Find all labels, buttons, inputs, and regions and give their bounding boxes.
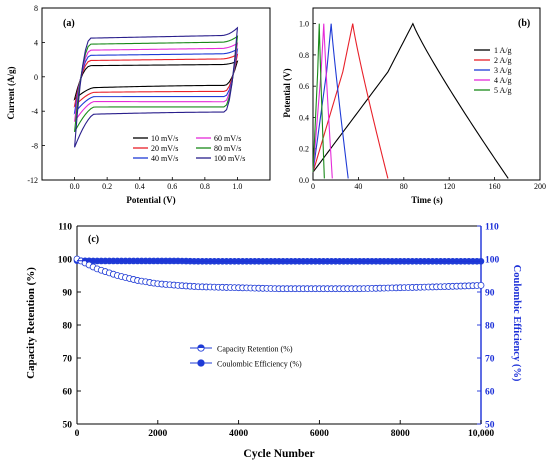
panel-c-xtick-label: 6000 [310,429,329,439]
panel-c-ytick-label-left: 50 [63,421,73,431]
panel-c-label: (c) [88,234,99,245]
panel-c-ytick-label-right: 50 [485,421,495,431]
panel-a-ytick-label: -12 [27,176,38,185]
panel-a-xtick-label: 0.8 [200,182,210,191]
panel-a-series-line [73,53,239,108]
panel-a-xtick-label: 1.0 [232,182,242,191]
panel-a-ytick-label: 4 [34,38,38,47]
panel-a-series-line [73,48,239,115]
panel-b-legend-label: 2 A/g [494,56,512,65]
panel-c-ytick-label-left: 60 [63,388,73,398]
panel-b-xtick-label: 200 [534,182,546,191]
panel-b-series-line [312,23,349,179]
panel-a-legend-label: 100 mV/s [214,154,245,163]
panel-b-ytick-label: 0.6 [299,82,309,91]
panel-c-legend-ce-label: Coulombic Efficiency (%) [217,360,302,369]
panel-a-series-line [74,35,239,133]
panel-c-ytick-label-left: 70 [63,355,73,365]
panel-c-ylabel: Capacity Retention (%) [25,267,37,379]
panel-b-legend-label: 5 A/g [494,86,512,95]
panel-b-legend-label: 4 A/g [494,76,512,85]
panel-c-xtick-label: 10,000 [468,429,494,439]
panel-b-legend-label: 1 A/g [494,46,512,55]
panel-c-legend-cap-label: Capacity Retention (%) [217,345,293,354]
panel-a-xtick-label: 0.4 [135,182,145,191]
panel-b-xlabel: Time (s) [411,195,443,205]
panel-b-ytick-label: 0.8 [299,51,309,60]
panel-a-series-line [74,26,239,148]
panel-b-ylabel: Potential (V) [282,68,292,117]
panel-b-series-line [312,23,325,179]
panel-b-ytick-label: 1.0 [299,20,309,29]
panel-b-xtick-label: 120 [443,182,455,191]
panel-b-axes-frame [312,7,541,181]
panel-a-series-line [73,60,239,101]
panel-c-ytick-label-left: 110 [58,223,72,233]
panel-c-legend-ce-marker [197,359,205,367]
panel-c-ylabel-right: Coulombic Efficiency (%) [511,265,522,382]
panel-a-legend-label: 80 mV/s [214,144,241,153]
panel-c-ytick-label-left: 90 [63,289,73,299]
panel-b-label: (b) [518,18,530,29]
panel-c-ce-line [76,260,481,262]
panel-b-gcd-chart: (b) Time (s) Potential (V) 0 40 80 120 160 20… [282,7,546,205]
panel-a-legend-label: 20 mV/s [151,144,178,153]
panel-a-cv-chart: (a) Potential (V) Current (A/g) 0.0 0.2 0.… [6,4,271,205]
panel-a-xtick-label: 0.0 [70,182,80,191]
panel-b-ytick-label: 0.4 [299,113,309,122]
panel-a-ytick-label: -4 [31,107,38,116]
panel-c-xlabel: Cycle Number [243,448,314,460]
panel-c-xtick-label: 4000 [229,429,248,439]
panel-c-cycling-chart: (c) Cycle Number Capacity Retention (%) … [25,223,522,461]
panel-b-series-line [312,23,333,179]
panel-b-ytick-label: 0.2 [299,145,309,154]
panel-a-axes-frame [41,7,271,181]
panel-a-ytick-label: 0 [34,73,38,82]
panel-c-xtick-label: 0 [75,429,80,439]
panel-b-xtick-label: 160 [489,182,501,191]
panel-a-ylabel: Current (A/g) [6,66,16,119]
panel-b-xtick-label: 80 [400,182,408,191]
panel-c-legend-cap-marker-half [197,344,205,348]
panel-a-label: (a) [63,18,75,29]
panel-c-xtick-label: 8000 [391,429,410,439]
panel-c-ytick-label-right: 90 [485,289,495,299]
panel-c-ytick-label-right: 60 [485,388,495,398]
panel-c-ytick-label-right: 110 [485,223,499,233]
panel-c-ytick-label-right: 80 [485,322,495,332]
panel-c-ytick-label-left: 80 [63,322,73,332]
panel-c-xtick-label: 2000 [148,429,167,439]
panel-b-series-line [312,23,389,179]
panel-c-cap-point [477,281,485,289]
panel-c-ytick-label-right: 70 [485,355,495,365]
panel-a-xtick-label: 0.2 [102,182,112,191]
panel-a-legend-label: 60 mV/s [214,134,241,143]
panel-a-series-line [74,42,239,122]
panel-a-xlabel: Potential (V) [126,195,175,205]
panel-b-series-line [312,22,509,179]
panel-c-ytick-label-right: 100 [485,256,500,266]
panel-c-ytick-label-left: 100 [58,256,73,266]
panel-b-xtick-label: 0 [311,182,315,191]
panel-b-ytick-label: 0.0 [299,176,309,185]
panel-a-ytick-label: -8 [31,142,38,151]
panel-b-xtick-label: 40 [354,182,362,191]
panel-a-ytick-label: 8 [34,4,38,13]
panel-a-xtick-label: 0.6 [167,182,177,191]
panel-a-legend-label: 10 mV/s [151,134,178,143]
panel-b-legend-label: 3 A/g [494,66,512,75]
panel-a-legend-label: 40 mV/s [151,154,178,163]
